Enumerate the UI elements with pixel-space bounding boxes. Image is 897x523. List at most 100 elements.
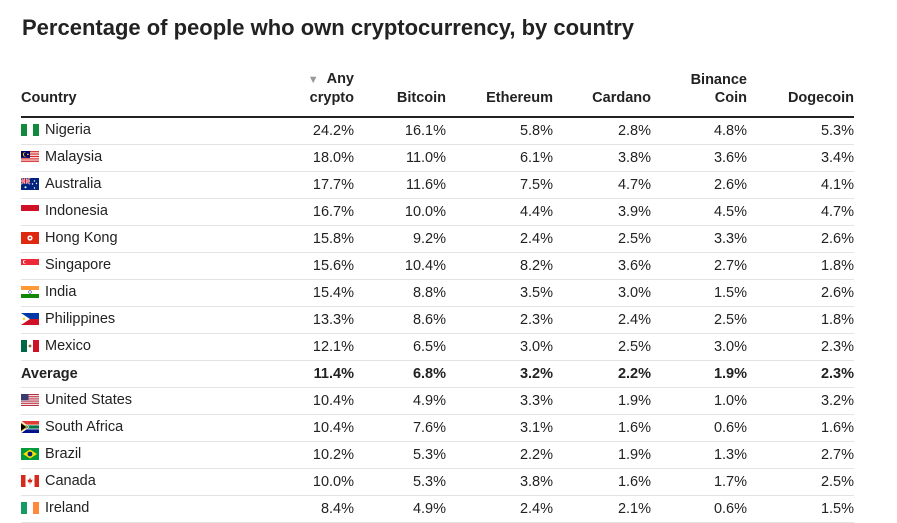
value-cell-any: 10.4% bbox=[231, 387, 354, 415]
value-cell-cardano: 2.2% bbox=[553, 360, 651, 388]
value-cell-ethereum: 3.0% bbox=[446, 333, 553, 361]
value-cell-ethereum: 3.8% bbox=[446, 468, 553, 496]
value-cell-cardano: 1.6% bbox=[553, 414, 651, 442]
country-name-wrap: Hong Kong bbox=[21, 230, 118, 246]
country-cell: Singapore bbox=[21, 252, 231, 280]
table-row: India 15.4% 8.8% 3.5% 3.0% 1.5% 2.6% bbox=[21, 279, 854, 307]
country-cell: Malaysia bbox=[21, 144, 231, 172]
country-name-wrap: South Africa bbox=[21, 419, 123, 435]
column-header-label: Binance bbox=[690, 72, 747, 88]
country-name: Singapore bbox=[45, 257, 112, 273]
country-cell: Ireland bbox=[21, 495, 231, 523]
philippines-flag-icon bbox=[21, 313, 39, 325]
value-cell-binance: 2.6% bbox=[651, 171, 747, 199]
column-header-dogecoin[interactable]: Dogecoin bbox=[747, 66, 854, 118]
value-cell-ethereum: 4.4% bbox=[446, 198, 553, 226]
indonesia-flag-icon bbox=[21, 205, 39, 217]
value-cell-binance: 0.6% bbox=[651, 495, 747, 523]
country-cell: Mexico bbox=[21, 333, 231, 361]
hong-kong-flag-icon bbox=[21, 232, 39, 244]
country-name-wrap: Mexico bbox=[21, 338, 91, 354]
value-cell-bitcoin: 5.3% bbox=[354, 441, 446, 469]
value-cell-bitcoin: 8.8% bbox=[354, 279, 446, 307]
brazil-flag-icon bbox=[21, 448, 39, 460]
value-cell-ethereum: 3.5% bbox=[446, 279, 553, 307]
value-cell-cardano: 2.1% bbox=[553, 495, 651, 523]
value-cell-bitcoin: 11.6% bbox=[354, 171, 446, 199]
nigeria-flag-icon bbox=[21, 124, 39, 136]
table-row: Canada 10.0% 5.3% 3.8% 1.6% 1.7% 2.5% bbox=[21, 468, 854, 496]
value-cell-any: 13.3% bbox=[231, 306, 354, 334]
value-cell-dogecoin: 1.8% bbox=[747, 252, 854, 280]
value-cell-any: 18.0% bbox=[231, 144, 354, 172]
country-name: Hong Kong bbox=[45, 230, 118, 246]
column-header-country[interactable]: Country bbox=[21, 66, 231, 118]
value-cell-binance: 1.9% bbox=[651, 360, 747, 388]
country-name-wrap: India bbox=[21, 284, 76, 300]
value-cell-binance: 4.5% bbox=[651, 198, 747, 226]
value-cell-ethereum: 2.3% bbox=[446, 306, 553, 334]
column-header-binance[interactable]: Binance Coin bbox=[651, 66, 747, 118]
table-row: Philippines 13.3% 8.6% 2.3% 2.4% 2.5% 1.8% bbox=[21, 306, 854, 334]
value-cell-any: 10.0% bbox=[231, 468, 354, 496]
value-cell-dogecoin: 2.3% bbox=[747, 333, 854, 361]
value-cell-any: 17.7% bbox=[231, 171, 354, 199]
country-name-wrap: Average bbox=[21, 366, 78, 382]
singapore-flag-icon bbox=[21, 259, 39, 271]
value-cell-dogecoin: 4.1% bbox=[747, 171, 854, 199]
value-cell-cardano: 1.9% bbox=[553, 441, 651, 469]
value-cell-dogecoin: 3.2% bbox=[747, 387, 854, 415]
value-cell-binance: 4.8% bbox=[651, 117, 747, 145]
country-cell: South Africa bbox=[21, 414, 231, 442]
column-header-any[interactable]: ▼ Any crypto bbox=[231, 66, 354, 118]
value-cell-ethereum: 5.8% bbox=[446, 117, 553, 145]
united-states-flag-icon bbox=[21, 394, 39, 406]
table-row: Malaysia 18.0% 11.0% 6.1% 3.8% 3.6% 3.4% bbox=[21, 144, 854, 172]
value-cell-any: 15.8% bbox=[231, 225, 354, 253]
country-name: Canada bbox=[45, 473, 96, 489]
value-cell-dogecoin: 4.7% bbox=[747, 198, 854, 226]
value-cell-cardano: 3.6% bbox=[553, 252, 651, 280]
value-cell-any: 15.6% bbox=[231, 252, 354, 280]
value-cell-bitcoin: 10.4% bbox=[354, 252, 446, 280]
malaysia-flag-icon bbox=[21, 151, 39, 163]
country-name: Average bbox=[21, 366, 78, 382]
value-cell-dogecoin: 3.4% bbox=[747, 144, 854, 172]
value-cell-cardano: 4.7% bbox=[553, 171, 651, 199]
country-name: Mexico bbox=[45, 338, 91, 354]
value-cell-any: 15.4% bbox=[231, 279, 354, 307]
value-cell-dogecoin: 5.3% bbox=[747, 117, 854, 145]
value-cell-bitcoin: 10.0% bbox=[354, 198, 446, 226]
header-row: Country ▼ Any crypto Bitcoin Ethereum Cardano B… bbox=[21, 66, 854, 118]
value-cell-dogecoin: 2.7% bbox=[747, 441, 854, 469]
value-cell-any: 10.2% bbox=[231, 441, 354, 469]
value-cell-ethereum: 3.1% bbox=[446, 414, 553, 442]
sort-descending-icon: ▼ bbox=[307, 74, 319, 86]
value-cell-dogecoin: 1.5% bbox=[747, 495, 854, 523]
column-header-bitcoin[interactable]: Bitcoin bbox=[354, 66, 446, 118]
table-row: South Africa 10.4% 7.6% 3.1% 1.6% 0.6% 1.6% bbox=[21, 414, 854, 442]
value-cell-binance: 3.6% bbox=[651, 144, 747, 172]
column-header-label: crypto bbox=[309, 90, 354, 106]
column-header-ethereum[interactable]: Ethereum bbox=[446, 66, 553, 118]
crypto-ownership-table: Country ▼ Any crypto Bitcoin Ethereum Cardano B… bbox=[21, 66, 854, 523]
value-cell-cardano: 3.9% bbox=[553, 198, 651, 226]
country-name-wrap: Brazil bbox=[21, 446, 81, 462]
column-header-label: Ethereum bbox=[486, 90, 553, 106]
country-name: Malaysia bbox=[45, 149, 103, 165]
table-row: Ireland 8.4% 4.9% 2.4% 2.1% 0.6% 1.5% bbox=[21, 495, 854, 523]
value-cell-ethereum: 6.1% bbox=[446, 144, 553, 172]
value-cell-binance: 0.6% bbox=[651, 414, 747, 442]
value-cell-ethereum: 2.2% bbox=[446, 441, 553, 469]
column-header-label: Bitcoin bbox=[396, 90, 446, 106]
south-africa-flag-icon bbox=[21, 421, 39, 433]
value-cell-binance: 1.5% bbox=[651, 279, 747, 307]
country-name-wrap: Ireland bbox=[21, 500, 89, 516]
value-cell-any: 12.1% bbox=[231, 333, 354, 361]
value-cell-dogecoin: 2.6% bbox=[747, 225, 854, 253]
value-cell-binance: 3.3% bbox=[651, 225, 747, 253]
column-header-cardano[interactable]: Cardano bbox=[553, 66, 651, 118]
value-cell-ethereum: 3.3% bbox=[446, 387, 553, 415]
value-cell-dogecoin: 2.5% bbox=[747, 468, 854, 496]
table-row: Nigeria 24.2% 16.1% 5.8% 2.8% 4.8% 5.3% bbox=[21, 117, 854, 145]
